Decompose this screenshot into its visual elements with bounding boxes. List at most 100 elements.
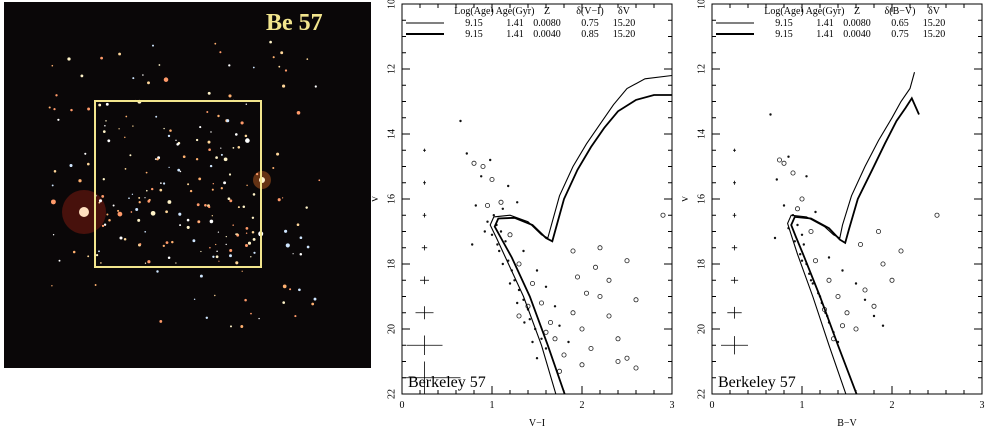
star [208, 148, 211, 152]
star [87, 255, 90, 258]
star-point-open [633, 365, 639, 371]
star [237, 206, 240, 209]
star [296, 111, 301, 115]
legend-value: 9.15 [465, 18, 483, 29]
star-point [793, 240, 796, 243]
legend-value: 1.41 [506, 18, 524, 29]
star-point [531, 340, 534, 344]
star [106, 213, 109, 216]
star [217, 231, 220, 233]
star-point-open [826, 277, 832, 283]
cmd-chart-bv: 012310121416182022B−VVLog(Age)Age(Gyr)Zδ… [682, 0, 985, 429]
star-point-open [898, 248, 904, 254]
star [206, 111, 209, 113]
star [142, 74, 144, 76]
star [196, 203, 200, 207]
legend-value: 0.0080 [533, 18, 561, 29]
star-point [504, 240, 507, 243]
y-tick-label: 10 [696, 0, 707, 9]
star-point [827, 256, 831, 259]
star-point-open [839, 323, 845, 329]
star [247, 241, 252, 245]
x-tick-label: 1 [490, 400, 495, 411]
legend-header: Z [544, 6, 550, 17]
star [282, 197, 284, 199]
star [105, 102, 109, 106]
star-point-open [597, 245, 603, 251]
y-tick-label: 20 [386, 324, 397, 334]
star-point [775, 178, 778, 181]
star [165, 210, 168, 214]
star [228, 173, 232, 176]
star-point-open [857, 241, 863, 247]
x-axis-label: B−V [837, 418, 857, 429]
star [101, 194, 105, 198]
star [200, 250, 202, 253]
legend-header: Log(Age) [454, 6, 493, 17]
star [150, 210, 156, 216]
star [234, 133, 238, 136]
star [138, 201, 141, 204]
star-point [567, 340, 570, 344]
star [225, 235, 227, 238]
star [272, 166, 275, 170]
star-point [773, 236, 777, 240]
star [130, 211, 133, 213]
star [52, 234, 55, 236]
star [55, 94, 58, 97]
star [314, 85, 317, 88]
legend-value: 1.41 [816, 18, 834, 29]
star [193, 298, 196, 301]
star-point [523, 321, 526, 324]
star [139, 243, 142, 246]
star [220, 153, 223, 156]
star [282, 84, 286, 88]
star [229, 199, 233, 203]
star-point [540, 337, 543, 340]
star [215, 156, 218, 159]
star [209, 219, 214, 224]
star [211, 188, 214, 191]
star-point-open [781, 160, 787, 166]
star [67, 57, 71, 61]
legend-header: δ(B−V) [885, 6, 916, 17]
star-point-open [583, 290, 589, 296]
star [237, 146, 241, 149]
cluster-image: Be 57 [4, 2, 371, 368]
star-point [814, 210, 817, 214]
star-point-open [543, 329, 549, 335]
star-point-open [529, 280, 535, 286]
star-point [522, 249, 525, 253]
star [108, 219, 111, 222]
legend-value: 15.20 [923, 18, 946, 29]
star [176, 142, 180, 146]
star-point-open [615, 358, 621, 364]
star [252, 66, 255, 69]
star [251, 216, 255, 219]
star-point [508, 282, 512, 285]
star [199, 274, 203, 278]
legend-header: Age(Gyr) [806, 6, 845, 17]
star [211, 215, 213, 217]
star [159, 188, 163, 192]
star [124, 136, 126, 139]
star [123, 238, 127, 241]
star [258, 317, 260, 320]
star-point-open [579, 362, 585, 368]
star [94, 284, 97, 286]
star [208, 205, 211, 209]
star [165, 241, 169, 244]
star-point-open [516, 261, 522, 267]
star [107, 139, 111, 143]
star-point [474, 204, 477, 207]
x-tick-label: 0 [710, 400, 715, 411]
bright-star [79, 207, 89, 217]
star-point [492, 214, 495, 217]
star-point [483, 230, 486, 233]
star [216, 250, 218, 253]
star [272, 56, 275, 59]
star [158, 64, 161, 66]
x-tick-label: 3 [980, 400, 985, 411]
star-point-open [844, 310, 850, 316]
star [179, 224, 182, 227]
